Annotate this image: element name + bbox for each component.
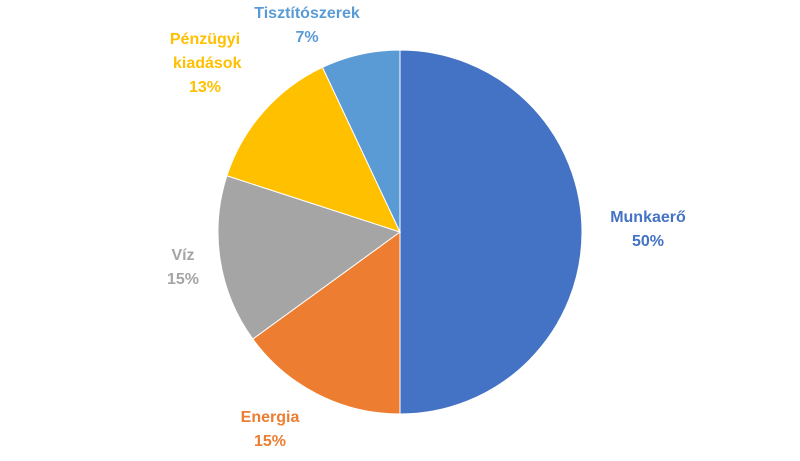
slice-label: Víz [171,247,194,264]
pie-slice [321,49,401,233]
value-label: 15% [254,433,286,450]
value-label: 13% [189,79,221,96]
value-label: 7% [295,29,318,46]
slice-label: Tisztítószerek [254,5,360,22]
pie-slice [399,49,583,415]
value-label: 15% [167,271,199,288]
value-label: 50% [632,233,664,250]
slice-label: Munkaerő [610,209,686,226]
slice-label: Pénzügyi kiadások [169,31,242,72]
pie-slice [252,231,401,415]
pie-slice [217,175,402,340]
slice-label: Energia [241,409,300,426]
pie-slice [226,66,401,233]
